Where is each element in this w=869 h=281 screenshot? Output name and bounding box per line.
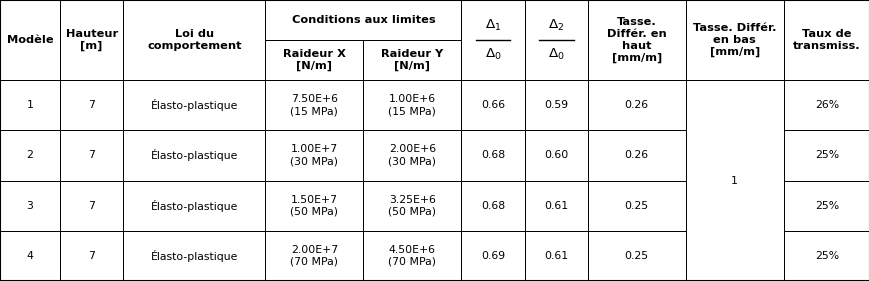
Text: 0.68: 0.68 bbox=[481, 201, 504, 211]
Bar bbox=[363, 180, 461, 231]
Text: 7: 7 bbox=[88, 251, 95, 261]
Text: 1: 1 bbox=[730, 176, 737, 185]
Text: 0.25: 0.25 bbox=[624, 251, 648, 261]
Text: Hauteur
[m]: Hauteur [m] bbox=[65, 29, 117, 51]
Text: Tasse.
Différ. en
haut
[mm/m]: Tasse. Différ. en haut [mm/m] bbox=[607, 17, 666, 63]
Text: $\Delta_0$: $\Delta_0$ bbox=[484, 47, 501, 62]
Text: 2.00E+6
(30 MPa): 2.00E+6 (30 MPa) bbox=[388, 144, 436, 166]
Text: 0.68: 0.68 bbox=[481, 150, 504, 160]
Text: Raideur Y
[N/m]: Raideur Y [N/m] bbox=[381, 49, 443, 71]
Text: 3: 3 bbox=[27, 201, 33, 211]
Bar bbox=[0, 0, 60, 80]
Bar bbox=[123, 80, 265, 130]
Bar bbox=[524, 130, 587, 180]
Text: 0.26: 0.26 bbox=[624, 100, 648, 110]
Bar bbox=[461, 180, 524, 231]
Text: Conditions aux limites: Conditions aux limites bbox=[291, 15, 434, 25]
Text: $\Delta_0$: $\Delta_0$ bbox=[547, 47, 564, 62]
Text: 2: 2 bbox=[27, 150, 33, 160]
Bar bbox=[123, 0, 265, 80]
Bar bbox=[363, 130, 461, 180]
Text: 7: 7 bbox=[88, 100, 95, 110]
Bar bbox=[587, 231, 685, 281]
Bar bbox=[60, 180, 123, 231]
Bar bbox=[587, 130, 685, 180]
Bar bbox=[524, 80, 587, 130]
Bar bbox=[0, 80, 60, 130]
Text: Tasse. Différ.
en bas
[mm/m]: Tasse. Différ. en bas [mm/m] bbox=[692, 23, 775, 57]
Text: 25%: 25% bbox=[813, 150, 838, 160]
Text: 0.69: 0.69 bbox=[481, 251, 504, 261]
Bar bbox=[524, 180, 587, 231]
Bar bbox=[461, 231, 524, 281]
Bar bbox=[265, 231, 363, 281]
Text: 7: 7 bbox=[88, 150, 95, 160]
Bar bbox=[60, 231, 123, 281]
Text: 0.61: 0.61 bbox=[543, 201, 567, 211]
Text: 0.25: 0.25 bbox=[624, 201, 648, 211]
Text: Élasto-plastique: Élasto-plastique bbox=[150, 149, 238, 161]
Bar bbox=[587, 180, 685, 231]
Bar bbox=[123, 180, 265, 231]
Text: 4: 4 bbox=[27, 251, 33, 261]
Bar bbox=[363, 231, 461, 281]
Bar bbox=[461, 0, 524, 80]
Bar bbox=[0, 130, 60, 180]
Text: 2.00E+7
(70 MPa): 2.00E+7 (70 MPa) bbox=[290, 245, 338, 267]
Text: Taux de
transmiss.: Taux de transmiss. bbox=[792, 29, 859, 51]
Text: Raideur X
[N/m]: Raideur X [N/m] bbox=[282, 49, 346, 71]
Text: 0.26: 0.26 bbox=[624, 150, 648, 160]
Text: $\Delta_2$: $\Delta_2$ bbox=[547, 18, 564, 33]
Text: 0.59: 0.59 bbox=[543, 100, 567, 110]
Bar bbox=[783, 231, 869, 281]
Text: 1.00E+6
(15 MPa): 1.00E+6 (15 MPa) bbox=[388, 94, 435, 116]
Bar bbox=[783, 0, 869, 80]
Text: Élasto-plastique: Élasto-plastique bbox=[150, 99, 238, 111]
Bar bbox=[587, 0, 685, 80]
Bar bbox=[783, 180, 869, 231]
Text: 26%: 26% bbox=[813, 100, 838, 110]
Text: Élasto-plastique: Élasto-plastique bbox=[150, 250, 238, 262]
Bar bbox=[60, 80, 123, 130]
Bar bbox=[123, 130, 265, 180]
Bar bbox=[685, 80, 783, 281]
Bar bbox=[265, 180, 363, 231]
Bar bbox=[363, 80, 461, 130]
Bar bbox=[363, 40, 461, 80]
Bar bbox=[60, 130, 123, 180]
Bar bbox=[60, 0, 123, 80]
Text: 0.60: 0.60 bbox=[543, 150, 567, 160]
Text: 1: 1 bbox=[27, 100, 33, 110]
Text: Élasto-plastique: Élasto-plastique bbox=[150, 200, 238, 212]
Text: 3.25E+6
(50 MPa): 3.25E+6 (50 MPa) bbox=[388, 195, 436, 217]
Bar bbox=[265, 130, 363, 180]
Bar bbox=[123, 231, 265, 281]
Bar bbox=[461, 130, 524, 180]
Text: 0.61: 0.61 bbox=[543, 251, 567, 261]
Bar bbox=[265, 80, 363, 130]
Bar bbox=[461, 80, 524, 130]
Text: 1.00E+7
(30 MPa): 1.00E+7 (30 MPa) bbox=[290, 144, 338, 166]
Text: $\Delta_1$: $\Delta_1$ bbox=[484, 18, 501, 33]
Text: 4.50E+6
(70 MPa): 4.50E+6 (70 MPa) bbox=[388, 245, 436, 267]
Text: Loi du
comportement: Loi du comportement bbox=[147, 29, 242, 51]
Text: 0.66: 0.66 bbox=[481, 100, 504, 110]
Text: 25%: 25% bbox=[813, 201, 838, 211]
Bar bbox=[0, 180, 60, 231]
Bar bbox=[265, 0, 461, 40]
Text: 7: 7 bbox=[88, 201, 95, 211]
Text: 7.50E+6
(15 MPa): 7.50E+6 (15 MPa) bbox=[290, 94, 338, 116]
Bar bbox=[587, 80, 685, 130]
Text: 25%: 25% bbox=[813, 251, 838, 261]
Text: 1.50E+7
(50 MPa): 1.50E+7 (50 MPa) bbox=[290, 195, 338, 217]
Text: Modèle: Modèle bbox=[7, 35, 53, 45]
Bar bbox=[265, 40, 363, 80]
Bar bbox=[783, 80, 869, 130]
Bar bbox=[0, 231, 60, 281]
Bar bbox=[524, 231, 587, 281]
Bar bbox=[783, 130, 869, 180]
Bar bbox=[524, 0, 587, 80]
Bar bbox=[685, 0, 783, 80]
